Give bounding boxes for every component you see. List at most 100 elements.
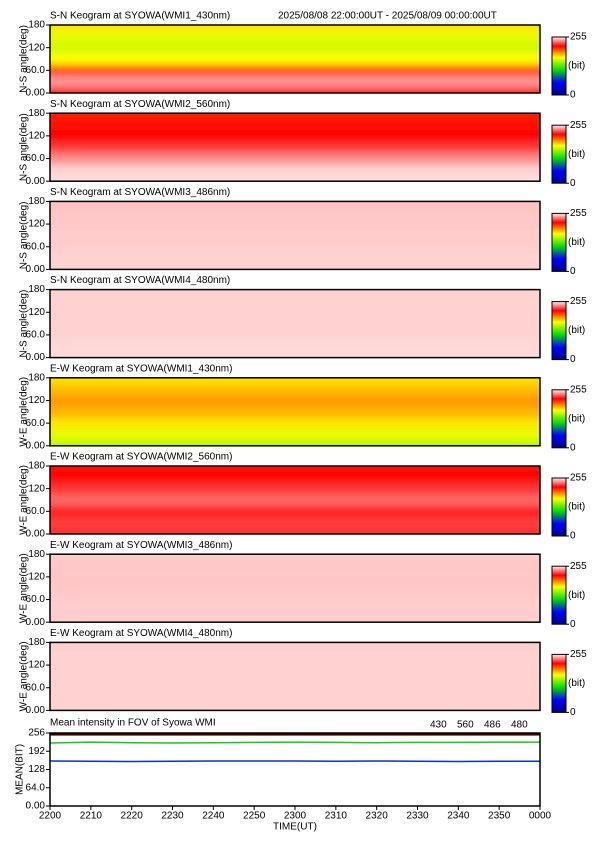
y-axis-label: N-S angle(deg)	[19, 290, 30, 358]
y-tick-label: 120	[28, 131, 45, 142]
y-tick-label: 180	[28, 20, 45, 31]
heatmap	[50, 201, 540, 270]
colorbar	[551, 565, 567, 625]
heatmap-cell	[50, 494, 540, 506]
y-tick-label: 0.00	[26, 352, 46, 363]
colorbar	[551, 212, 567, 272]
heatmap-cell	[50, 118, 540, 131]
heatmap-cell	[50, 141, 540, 153]
heatmap-cell	[50, 340, 540, 352]
y-tick-label: 120	[28, 572, 45, 583]
heatmap-cell	[50, 64, 540, 76]
colorbar-tick-label: 255	[570, 208, 587, 219]
y-tick-label: 128	[28, 764, 45, 775]
heatmap	[50, 113, 540, 182]
heatmap-cell	[50, 25, 540, 31]
colorbar-tick-label: 255	[570, 473, 587, 484]
heatmap-cells	[50, 25, 540, 93]
y-axis-label: MEAN(BIT)	[15, 744, 26, 795]
x-tick-label: 0000	[529, 811, 552, 822]
colorbar-tick-label: 255	[570, 561, 587, 572]
heatmap-cell	[50, 466, 540, 472]
plot-frame	[49, 465, 541, 535]
y-axis-label: W-E angle(deg)	[19, 553, 30, 623]
heatmap-cell	[50, 76, 540, 88]
panel-title: E-W Keogram at SYOWA(WMI4_480nm)	[50, 628, 232, 639]
y-tick-label: 256	[28, 728, 45, 739]
x-tick-label: 2310	[325, 811, 348, 822]
y-tick-label: 0.00	[26, 88, 46, 99]
heatmap-cell	[50, 440, 540, 446]
plot-frame	[49, 112, 541, 182]
heatmap-cell	[50, 559, 540, 572]
heatmap-cell	[50, 554, 540, 560]
heatmap-cell	[50, 30, 540, 42]
x-tick-label: 2220	[121, 811, 144, 822]
x-tick-label: 2200	[39, 811, 62, 822]
heatmap-cell	[50, 317, 540, 330]
colorbar	[551, 653, 567, 713]
colorbar-label: (bit)	[568, 325, 585, 336]
colorbar-label: (bit)	[568, 237, 585, 248]
plot-frame	[49, 24, 541, 94]
heatmap-cell	[50, 164, 540, 176]
y-tick-label: 192	[28, 746, 45, 757]
colorbar	[551, 301, 567, 361]
heatmap-cell	[50, 605, 540, 617]
colorbar-tick-label: 0	[570, 442, 576, 453]
colorbar-label: (bit)	[568, 413, 585, 424]
heatmap-cell	[50, 394, 540, 407]
y-tick-label: 120	[28, 395, 45, 406]
heatmap-cells	[50, 201, 540, 270]
heatmap-cell	[50, 351, 540, 358]
y-tick-label: 120	[28, 42, 45, 53]
heatmap-cell	[50, 207, 540, 219]
heatmap-cell	[50, 175, 540, 182]
heatmap-cell	[50, 329, 540, 341]
colorbar-label: (bit)	[568, 61, 585, 72]
heatmap-cell	[50, 295, 540, 307]
heatmap-cell	[50, 471, 540, 483]
plot-frame	[49, 200, 541, 271]
x-tick-label: 2250	[243, 811, 266, 822]
heatmap-cell	[50, 252, 540, 264]
y-tick-label: 0.00	[26, 705, 46, 716]
heatmap-cell	[50, 377, 540, 384]
y-tick-label: 0.00	[26, 529, 46, 540]
y-tick-label: 60.0	[26, 682, 46, 693]
y-tick-label: 120	[28, 660, 45, 671]
heatmap-cell	[50, 383, 540, 395]
plot-frame	[49, 288, 541, 359]
x-tick-label: 2320	[366, 811, 389, 822]
legend-entry: 430	[430, 720, 447, 731]
x-tick-label: 2330	[406, 811, 429, 822]
colorbar-tick-label: 0	[570, 90, 576, 101]
panel-title: E-W Keogram at SYOWA(WMI1_430nm)	[50, 363, 232, 374]
heatmap-cell	[50, 42, 540, 54]
y-tick-label: 180	[28, 461, 45, 472]
y-axis-label: W-E angle(deg)	[19, 641, 30, 711]
heatmap-cell	[50, 616, 540, 623]
panel-title: S-N Keogram at SYOWA(WMI2_560nm)	[50, 99, 230, 110]
y-tick-label: 60.0	[26, 153, 46, 164]
heatmap-cell	[50, 263, 540, 270]
y-tick-label: 60.0	[26, 330, 46, 341]
plot-frame	[49, 641, 541, 712]
chart-title: Mean intensity in FOV of Syowa WMI	[50, 718, 216, 729]
y-tick-label: 180	[28, 108, 45, 119]
y-tick-label: 60.0	[26, 506, 46, 517]
heatmap-cell	[50, 218, 540, 230]
x-tick-label: 2210	[80, 811, 103, 822]
y-axis-label: W-E angle(deg)	[19, 465, 30, 535]
y-tick-label: 0.00	[26, 440, 46, 451]
plot-frame	[49, 377, 541, 447]
y-tick-label: 120	[28, 219, 45, 230]
y-tick-label: 180	[28, 549, 45, 560]
colorbar	[551, 389, 567, 449]
x-tick-label: 2300	[284, 811, 307, 822]
heatmap-cell	[50, 130, 540, 142]
colorbar-tick-label: 255	[570, 32, 587, 43]
legend-entry: 560	[457, 720, 474, 731]
